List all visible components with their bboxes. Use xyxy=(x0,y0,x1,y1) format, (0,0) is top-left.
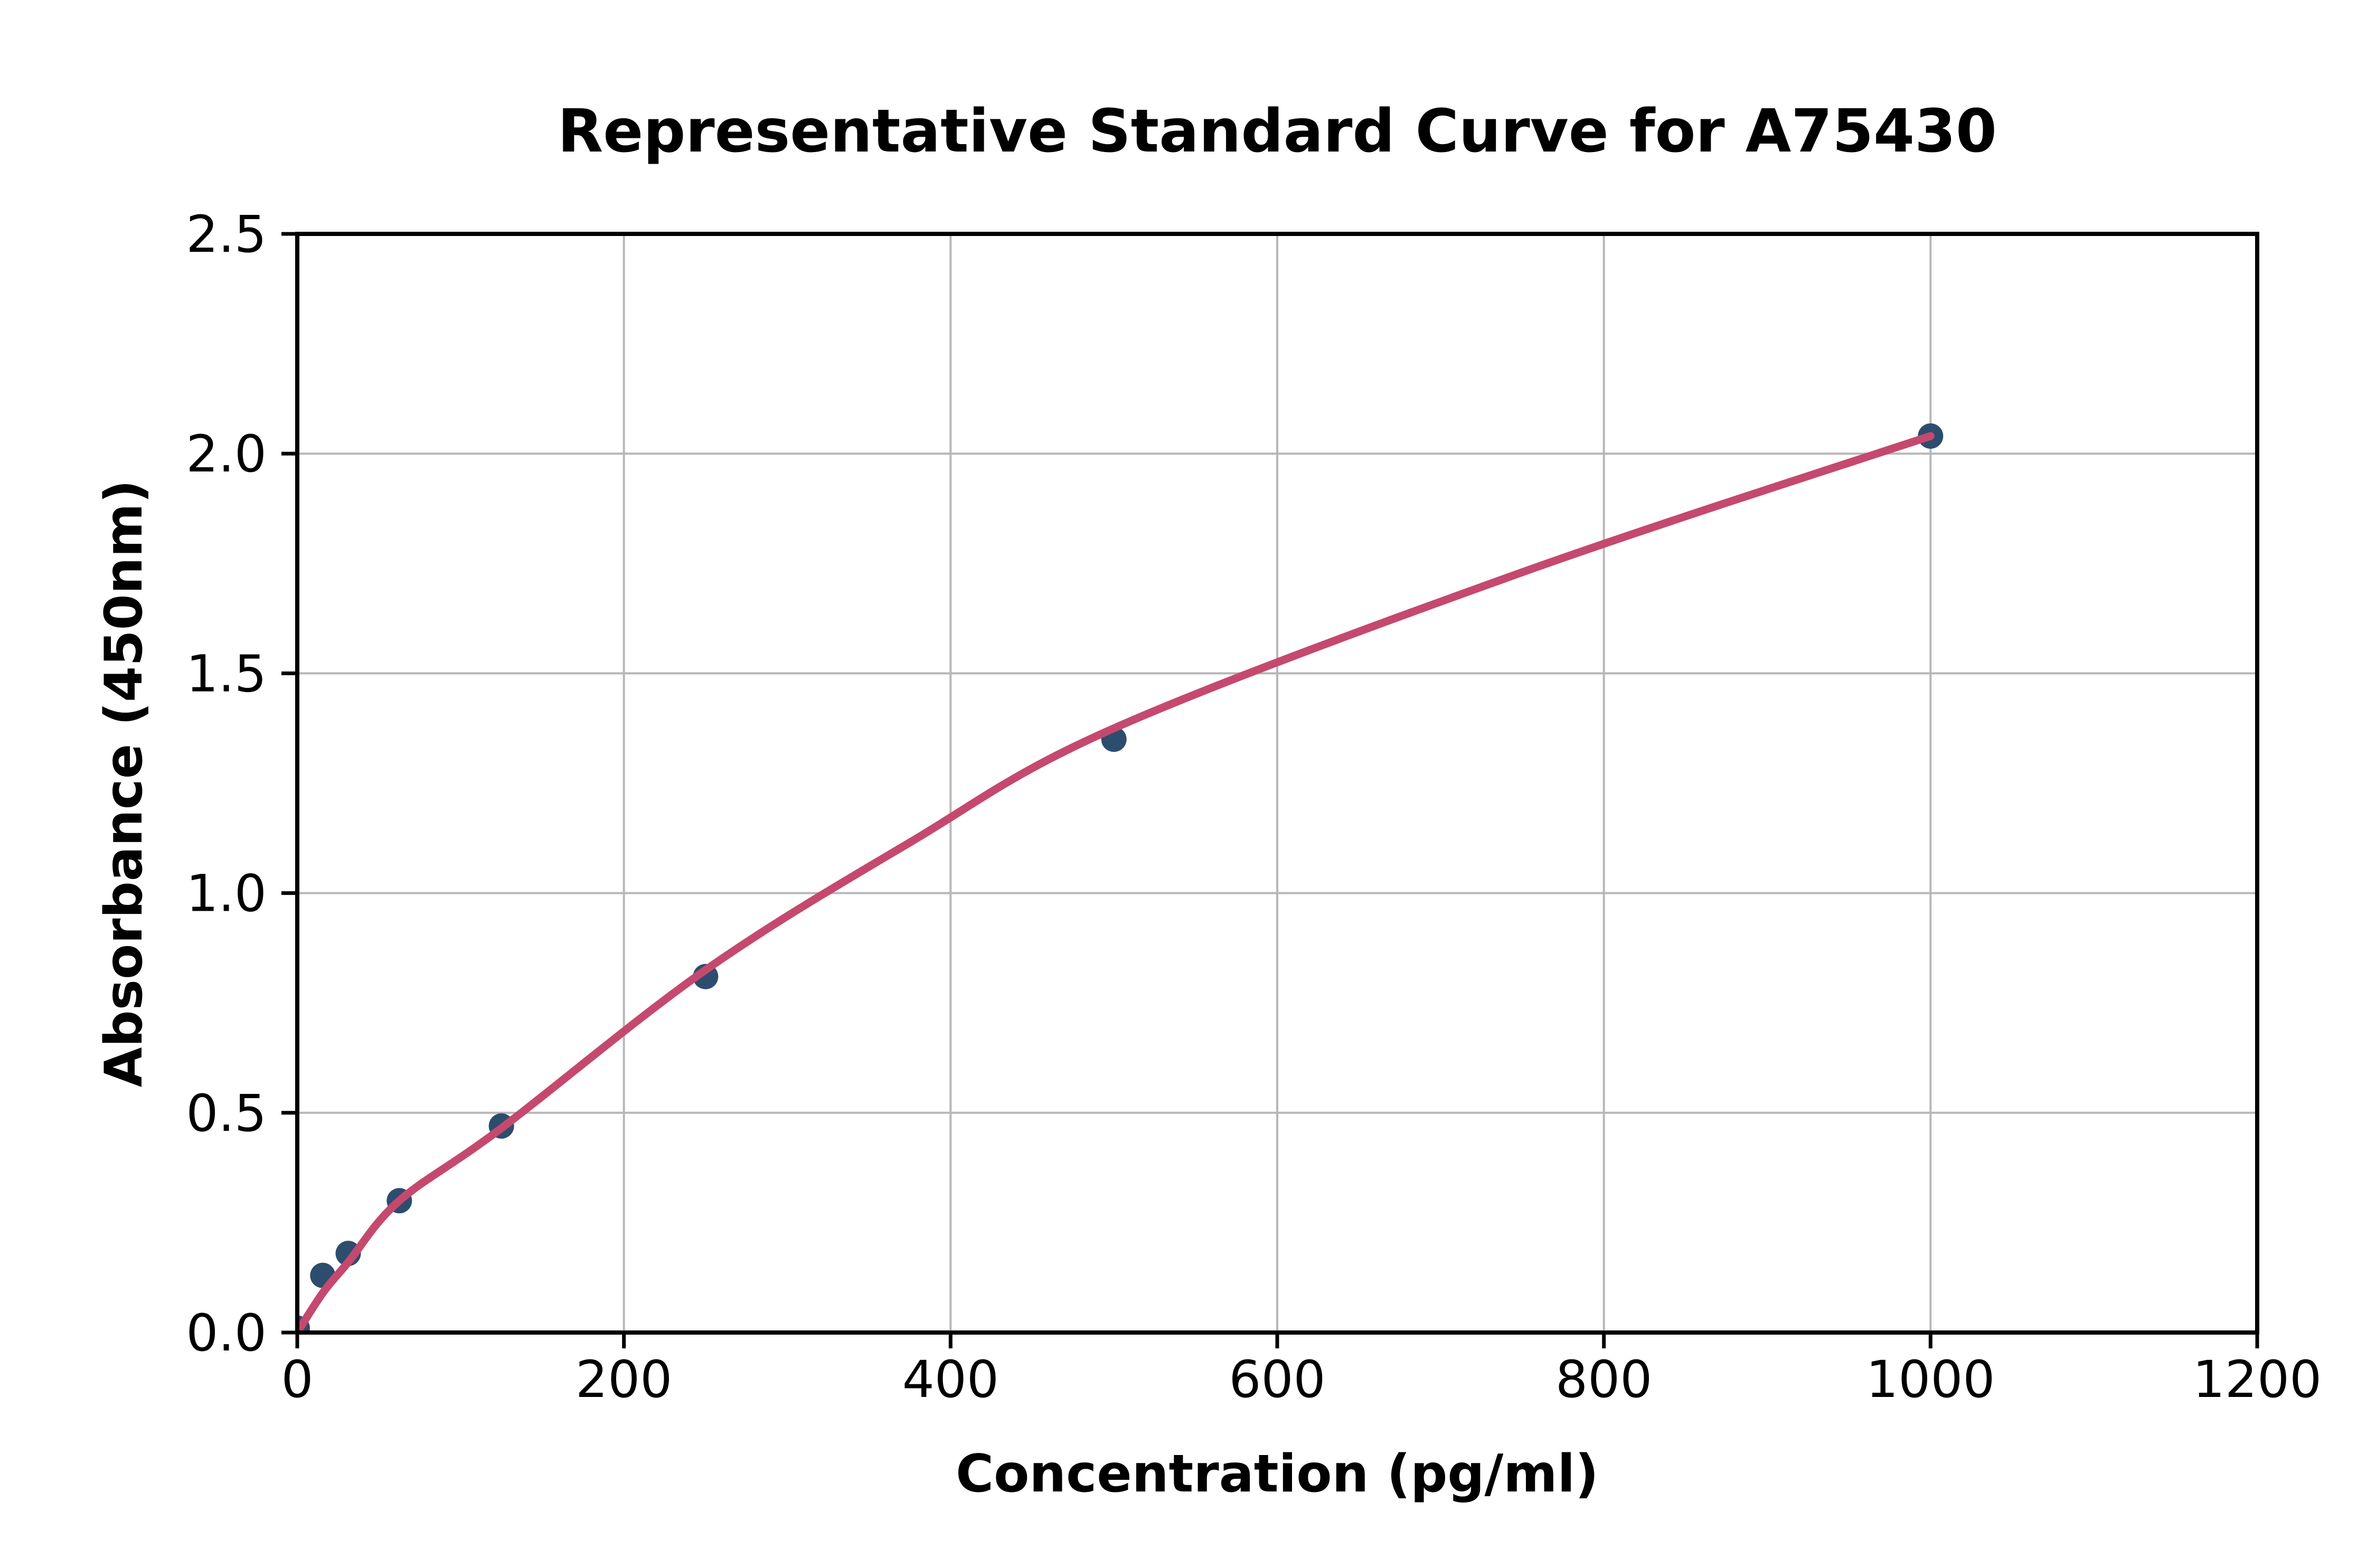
x-tick-label: 1000 xyxy=(1866,1350,1995,1409)
x-tick-label: 400 xyxy=(902,1350,999,1409)
x-tick-label: 0 xyxy=(281,1350,313,1409)
data-layer xyxy=(297,423,1944,1333)
y-tick-label: 2.5 xyxy=(186,205,267,264)
chart-title: Representative Standard Curve for A75430 xyxy=(558,97,1997,166)
y-tick-label: 1.5 xyxy=(186,644,267,703)
grid-layer xyxy=(296,233,2258,1334)
y-tick-label: 1.0 xyxy=(186,864,267,923)
y-tick-label: 0.5 xyxy=(186,1084,267,1143)
x-axis-label: Concentration (pg/ml) xyxy=(956,1444,1599,1504)
x-tick-label: 1200 xyxy=(2193,1350,2322,1409)
x-tick-label: 600 xyxy=(1229,1350,1325,1409)
y-tick-label: 2.0 xyxy=(186,424,267,484)
x-tick-label: 800 xyxy=(1555,1350,1652,1409)
tick-layer: 0 200 400 600 800 1000 1200 0.0 0.5 1.0 1.5 2.0 2.5 xyxy=(186,205,2322,1409)
y-tick-label: 0.0 xyxy=(186,1303,267,1363)
x-tick-label: 200 xyxy=(576,1350,672,1409)
y-axis-label: Absorbance (450nm) xyxy=(94,480,154,1088)
fit-curve xyxy=(297,432,1935,1333)
